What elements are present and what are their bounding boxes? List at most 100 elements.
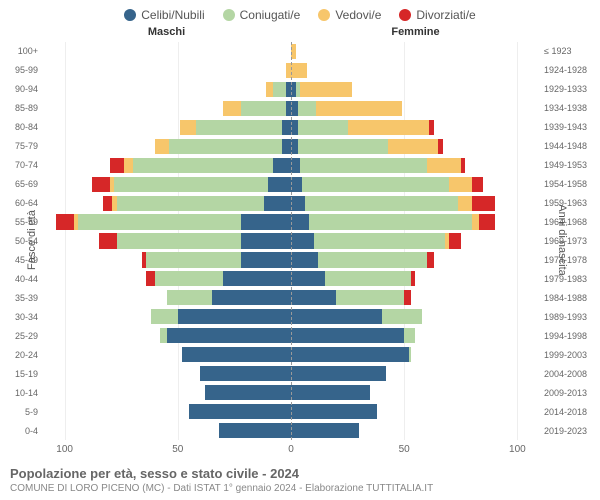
age-tick: 35-39 xyxy=(0,288,38,307)
chart-title: Popolazione per età, sesso e stato civil… xyxy=(10,466,590,481)
segment-divorced xyxy=(427,252,434,267)
legend-item: Coniugati/e xyxy=(223,8,301,22)
birth-tick: 1994-1998 xyxy=(544,326,600,345)
segment-widowed xyxy=(316,101,402,116)
segment-single xyxy=(291,366,386,381)
bars-container xyxy=(42,42,540,440)
segment-divorced xyxy=(103,196,112,211)
male-half xyxy=(42,269,291,288)
x-tick: 50 xyxy=(172,444,183,455)
male-half xyxy=(42,156,291,175)
segment-married xyxy=(196,120,282,135)
legend-swatch xyxy=(124,9,136,21)
segment-widowed xyxy=(472,214,479,229)
male-bar xyxy=(99,233,291,248)
female-bar xyxy=(291,423,359,438)
segment-divorced xyxy=(146,271,155,286)
female-bar xyxy=(291,290,411,305)
segment-married xyxy=(169,139,282,154)
segment-single xyxy=(241,214,291,229)
legend-label: Divorziati/e xyxy=(416,8,475,22)
male-bar xyxy=(56,214,291,229)
segment-single xyxy=(291,233,314,248)
segment-single xyxy=(205,385,291,400)
segment-single xyxy=(291,385,370,400)
female-half xyxy=(291,61,540,80)
male-bar xyxy=(92,177,291,192)
legend: Celibi/NubiliConiugati/eVedovi/eDivorzia… xyxy=(0,0,600,26)
segment-single xyxy=(223,271,291,286)
age-tick: 25-29 xyxy=(0,326,38,345)
segment-single xyxy=(291,252,318,267)
segment-widowed xyxy=(348,120,429,135)
female-bar xyxy=(291,366,386,381)
segment-single xyxy=(291,290,336,305)
age-tick: 75-79 xyxy=(0,137,38,156)
birth-tick: 2019-2023 xyxy=(544,421,600,440)
segment-single xyxy=(291,177,302,192)
chart-footer: Popolazione per età, sesso e stato civil… xyxy=(0,462,600,500)
segment-divorced xyxy=(449,233,460,248)
female-bar xyxy=(291,196,495,211)
male-bar xyxy=(223,101,291,116)
header-female: Femmine xyxy=(291,26,540,38)
segment-single xyxy=(291,328,404,343)
x-axis: 10050050100 xyxy=(0,442,600,462)
male-bar xyxy=(266,82,291,97)
male-bar xyxy=(219,423,291,438)
male-bar xyxy=(200,366,291,381)
legend-swatch xyxy=(223,9,235,21)
female-bar xyxy=(291,139,443,154)
male-half xyxy=(42,421,291,440)
segment-divorced xyxy=(472,196,495,211)
male-bar xyxy=(182,347,291,362)
segment-divorced xyxy=(472,177,483,192)
segment-married xyxy=(117,233,241,248)
female-bar xyxy=(291,271,416,286)
legend-label: Vedovi/e xyxy=(335,8,381,22)
age-tick: 85-89 xyxy=(0,99,38,118)
x-axis-ticks: 10050050100 xyxy=(42,444,540,458)
female-half xyxy=(291,307,540,326)
male-half xyxy=(42,61,291,80)
female-bar xyxy=(291,63,307,78)
segment-married xyxy=(273,82,287,97)
segment-single xyxy=(291,139,298,154)
segment-single xyxy=(291,423,359,438)
segment-married xyxy=(241,101,286,116)
male-half xyxy=(42,137,291,156)
birth-tick: 1934-1938 xyxy=(544,99,600,118)
center-axis-line xyxy=(291,42,292,440)
age-tick: 10-14 xyxy=(0,383,38,402)
segment-divorced xyxy=(404,290,411,305)
male-half xyxy=(42,42,291,61)
female-half xyxy=(291,269,540,288)
female-half xyxy=(291,137,540,156)
female-bar xyxy=(291,82,352,97)
segment-widowed xyxy=(180,120,196,135)
age-tick: 0-4 xyxy=(0,421,38,440)
birth-tick: 2004-2008 xyxy=(544,364,600,383)
male-bar xyxy=(146,271,291,286)
male-half xyxy=(42,307,291,326)
male-bar xyxy=(103,196,291,211)
female-half xyxy=(291,402,540,421)
segment-single xyxy=(212,290,291,305)
segment-married xyxy=(382,309,423,324)
segment-single xyxy=(268,177,291,192)
male-half xyxy=(42,80,291,99)
female-half xyxy=(291,250,540,269)
age-tick: 30-34 xyxy=(0,307,38,326)
female-half xyxy=(291,326,540,345)
female-bar xyxy=(291,101,402,116)
birth-tick: 1989-1993 xyxy=(544,307,600,326)
segment-married xyxy=(117,196,264,211)
segment-married xyxy=(160,328,167,343)
female-half xyxy=(291,80,540,99)
x-tick: 100 xyxy=(509,444,526,455)
male-half xyxy=(42,118,291,137)
header-male: Maschi xyxy=(42,26,291,38)
female-half xyxy=(291,42,540,61)
y-axis-label-right: Anni di nascita xyxy=(556,204,568,276)
age-tick: 70-74 xyxy=(0,156,38,175)
